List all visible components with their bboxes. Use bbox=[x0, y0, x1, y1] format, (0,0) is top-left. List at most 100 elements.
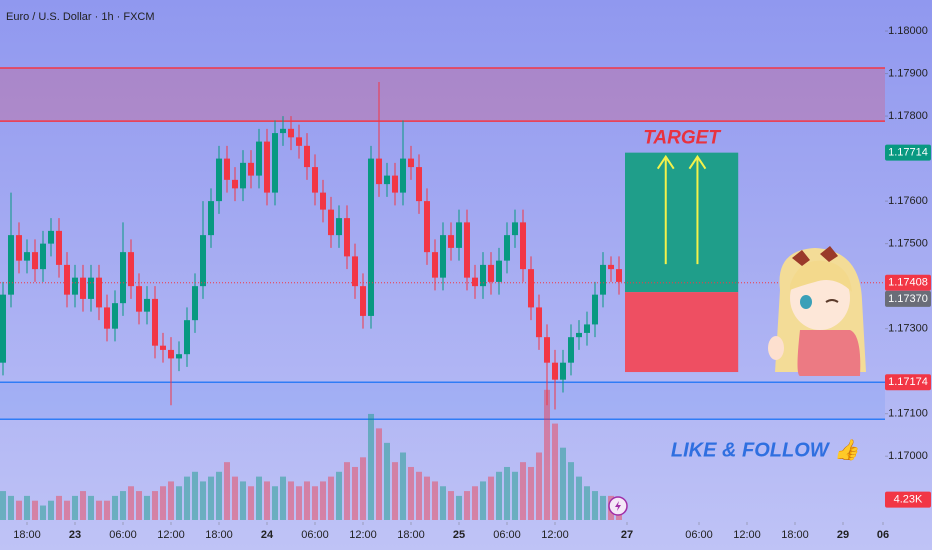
volume-bar bbox=[104, 500, 110, 520]
volume-bar bbox=[416, 471, 422, 520]
candle-body bbox=[216, 158, 222, 202]
chart-title: Euro / U.S. Dollar · 1h · FXCM bbox=[6, 11, 155, 23]
candle-body bbox=[88, 277, 94, 299]
volume-bar bbox=[488, 476, 494, 520]
candle-body bbox=[488, 264, 494, 282]
volume-bar bbox=[320, 481, 326, 520]
candle-body bbox=[168, 349, 174, 359]
x-tick-label: 06:00 bbox=[109, 529, 137, 541]
volume-label: 4.23K bbox=[894, 494, 923, 506]
y-tick-label: 1.17900 bbox=[888, 67, 928, 79]
price-label: 1.17408 bbox=[888, 277, 928, 289]
volume-bar bbox=[80, 491, 86, 520]
volume-bar bbox=[136, 491, 142, 520]
candle-body bbox=[528, 269, 534, 308]
candle-body bbox=[200, 235, 206, 287]
candle-body bbox=[552, 362, 558, 380]
volume-bar bbox=[216, 471, 222, 520]
candle-body bbox=[224, 158, 230, 180]
candle-body bbox=[576, 332, 582, 338]
target-zone bbox=[625, 152, 739, 293]
volume-bar bbox=[400, 452, 406, 520]
volume-bar bbox=[600, 495, 606, 520]
candle-body bbox=[40, 243, 46, 270]
candle-body bbox=[272, 133, 278, 193]
candle-body bbox=[232, 179, 238, 189]
volume-bar bbox=[192, 471, 198, 520]
volume-bar bbox=[520, 462, 526, 520]
volume-bar bbox=[336, 471, 342, 520]
candle-body bbox=[96, 277, 102, 308]
volume-bar bbox=[328, 476, 334, 520]
y-tick-label: 1.17800 bbox=[888, 110, 928, 122]
volume-bar bbox=[56, 495, 62, 520]
candle-body bbox=[288, 128, 294, 138]
volume-bar bbox=[248, 486, 254, 520]
character bbox=[768, 246, 866, 376]
volume-bar bbox=[560, 447, 566, 520]
x-tick-label: 23 bbox=[69, 529, 81, 541]
volume-bar bbox=[240, 481, 246, 520]
x-tick-label: 18:00 bbox=[205, 529, 233, 541]
candle-body bbox=[312, 167, 318, 193]
volume-bar bbox=[456, 495, 462, 520]
x-tick-label: 06:00 bbox=[301, 529, 329, 541]
x-tick-label: 06 bbox=[877, 529, 889, 541]
volume-bar bbox=[480, 481, 486, 520]
candle-body bbox=[400, 158, 406, 193]
volume-bar bbox=[576, 476, 582, 520]
candle-body bbox=[80, 277, 86, 299]
candle-body bbox=[464, 222, 470, 278]
target-label: TARGET bbox=[643, 128, 721, 149]
volume-bar bbox=[296, 486, 302, 520]
volume-bar bbox=[448, 491, 454, 520]
candle-body bbox=[0, 294, 6, 363]
volume-bar bbox=[528, 466, 534, 520]
volume-bar bbox=[280, 476, 286, 520]
volume-bar bbox=[440, 486, 446, 520]
lightning-icon bbox=[608, 496, 628, 516]
candle-body bbox=[240, 162, 246, 189]
candle-body bbox=[456, 222, 462, 248]
candle-body bbox=[536, 307, 542, 338]
candle-body bbox=[376, 158, 382, 185]
price-label: 1.17174 bbox=[888, 376, 928, 388]
x-tick-label: 18:00 bbox=[397, 529, 425, 541]
candle-body bbox=[296, 137, 302, 146]
candle-body bbox=[64, 264, 70, 295]
candle-body bbox=[584, 324, 590, 333]
volume-bar bbox=[16, 500, 22, 520]
candle-body bbox=[72, 277, 78, 295]
candle-body bbox=[568, 337, 574, 363]
y-tick-label: 1.18000 bbox=[888, 25, 928, 37]
x-tick-label: 12:00 bbox=[349, 529, 377, 541]
axes: 1.18000 1.17900 1.17800 1.17600 1.17500 1.173… bbox=[0, 25, 931, 541]
x-tick-label: 12:00 bbox=[157, 529, 185, 541]
candle-body bbox=[424, 201, 430, 253]
candle-body bbox=[600, 264, 606, 295]
candle-body bbox=[248, 162, 254, 176]
candle-body bbox=[120, 252, 126, 304]
volume-bar bbox=[32, 500, 38, 520]
x-tick-label: 12:00 bbox=[733, 529, 761, 541]
candle-body bbox=[328, 209, 334, 236]
candle-body bbox=[48, 230, 54, 244]
candles bbox=[0, 82, 622, 410]
stop-zone bbox=[625, 292, 739, 373]
candle-body bbox=[264, 141, 270, 193]
candle-body bbox=[368, 158, 374, 316]
volume-bar bbox=[184, 476, 190, 520]
volume-bar bbox=[48, 500, 54, 520]
volume-bar bbox=[96, 500, 102, 520]
candle-body bbox=[104, 307, 110, 329]
candle-body bbox=[408, 158, 414, 168]
candle-body bbox=[416, 167, 422, 202]
volume-bar bbox=[432, 481, 438, 520]
y-tick-label: 1.17000 bbox=[888, 450, 928, 462]
volume-bar bbox=[544, 389, 550, 520]
x-tick-label: 18:00 bbox=[781, 529, 809, 541]
candle-body bbox=[384, 175, 390, 185]
candle-body bbox=[320, 192, 326, 210]
